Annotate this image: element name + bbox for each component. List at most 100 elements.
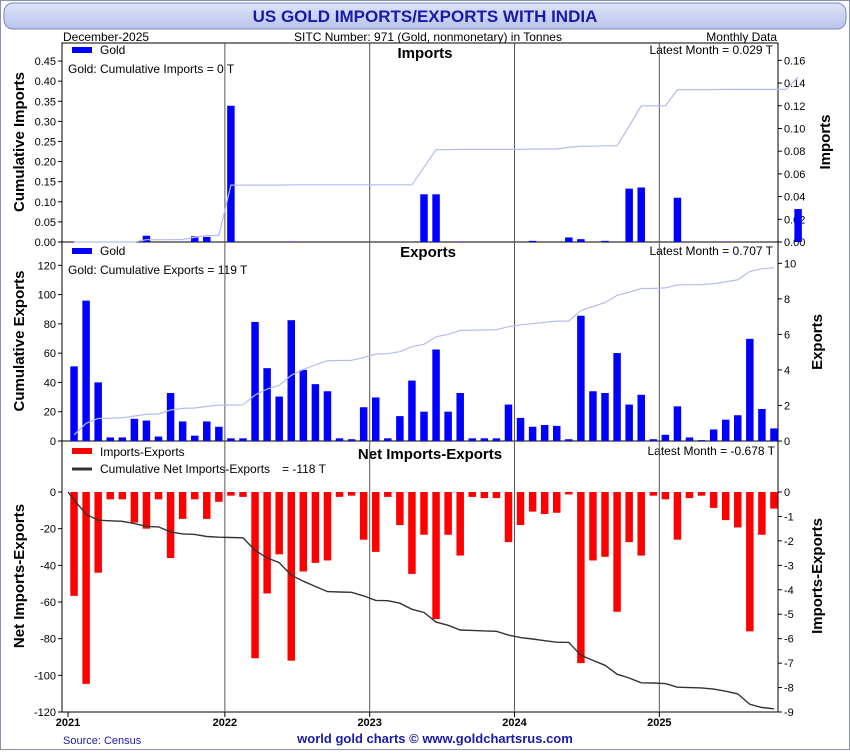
net-bar (299, 492, 308, 572)
y-tick-label-left: 0.10 (35, 197, 56, 209)
net-bar (540, 492, 549, 514)
net-bar (746, 492, 754, 632)
exports-bar (770, 428, 778, 441)
y-tick-label-left: -80 (40, 634, 56, 646)
net-bar (613, 492, 621, 612)
imports-panel (61, 42, 779, 243)
net-bar (323, 492, 332, 561)
net-cumulative-line (67, 491, 775, 710)
imports-bar (565, 237, 573, 242)
y-tick-label-right: 6 (784, 329, 790, 341)
net-bar (94, 492, 102, 573)
exports-bar (263, 368, 271, 441)
net-bar (154, 492, 163, 500)
source-label: Source: Census (63, 735, 142, 747)
exports-bar (251, 321, 259, 441)
y-tick-label-left: -120 (34, 707, 56, 719)
imports-title: Imports (397, 45, 452, 62)
exports-bar (432, 349, 440, 441)
y-tick-label-left: -40 (40, 560, 56, 572)
exports-bar (106, 437, 114, 441)
y-tick-label-left: 20 (44, 407, 56, 419)
exports-bar (130, 418, 139, 441)
imports-bar (142, 235, 151, 242)
imports-bar (625, 188, 633, 242)
exports-bar (673, 406, 682, 441)
y-tick-label-left: 120 (38, 260, 56, 272)
x-tick-label: 2025 (647, 717, 671, 729)
y-tick-label-left: 0.40 (35, 76, 56, 88)
net-bar (504, 492, 513, 543)
exports-bar (444, 411, 452, 441)
net-bar (553, 492, 561, 513)
y-tick-label-right: -7 (784, 658, 794, 670)
imports-cumulative-line (74, 76, 799, 243)
y-tick-label-right: -2 (784, 536, 794, 548)
exports-bar (275, 396, 283, 441)
exports-bar (480, 438, 489, 441)
exports-bar (94, 382, 102, 441)
exports-bar (504, 404, 513, 441)
exports-bar (142, 420, 151, 441)
net-bar (408, 492, 416, 574)
y-tick-label-right: -8 (784, 683, 794, 695)
imports-bar (178, 241, 187, 242)
y-tick-label-right: 0.14 (784, 78, 805, 90)
exports-bar (178, 421, 187, 441)
exports-latest-month: Latest Month = 0.707 T (649, 244, 773, 258)
imports-bar (673, 197, 682, 242)
net-cumulative-value: = -118 T (282, 462, 327, 476)
y-tick-label-right: 0.04 (784, 192, 805, 204)
exports-bar (166, 393, 175, 441)
net-bar (649, 492, 658, 496)
net-bar (697, 492, 706, 496)
net-bar (118, 492, 127, 500)
exports-bar (468, 438, 477, 441)
net-bar (420, 492, 428, 535)
imports-bar (190, 236, 199, 242)
exports-bar (227, 438, 235, 441)
exports-bar (190, 435, 199, 441)
net-bar (444, 492, 452, 535)
y-tick-label-left: -100 (34, 670, 56, 682)
net-bar (685, 492, 694, 499)
exports-bar (311, 384, 320, 441)
net-bar (565, 492, 573, 495)
net-bar (263, 492, 271, 594)
exports-bar (492, 438, 501, 441)
net-bar (178, 492, 187, 519)
y-tick-label-left: 80 (44, 319, 56, 331)
net-bar (673, 492, 682, 540)
net-bar (371, 492, 380, 552)
exports-bar (456, 393, 464, 441)
y-tick-label-right: 10 (784, 258, 796, 270)
y-tick-label-left: 0.30 (35, 116, 56, 128)
y-tick-label-left: 0.35 (35, 96, 56, 108)
exports-bar (335, 438, 344, 441)
credit-label: world gold charts © www.goldchartsrus.co… (296, 731, 573, 746)
imports-bar (432, 194, 440, 242)
y-tick-label-left: 0 (50, 487, 56, 499)
exports-bar (384, 438, 392, 441)
exports-bar (408, 380, 416, 441)
imports-bar (577, 239, 585, 242)
exports-title: Exports (400, 244, 456, 261)
y-tick-label-right: 0 (784, 487, 790, 499)
exports-bar (553, 425, 561, 441)
y-tick-label-right: 8 (784, 294, 790, 306)
imports-bar (420, 194, 428, 242)
exports-bar (287, 320, 295, 441)
net-bar (709, 492, 718, 508)
imports-bar (637, 187, 645, 242)
y-tick-label-right: 0.08 (784, 146, 805, 158)
net-panel (61, 440, 779, 713)
net-bar (601, 492, 609, 557)
y-tick-label-left: 0 (50, 436, 56, 448)
exports-bar (70, 366, 78, 441)
net-legend-swatch-red (72, 448, 92, 454)
imports-latest-month: Latest Month = 0.029 T (649, 43, 773, 57)
net-bar (528, 492, 537, 512)
net-title: Net Imports-Exports (358, 446, 502, 463)
